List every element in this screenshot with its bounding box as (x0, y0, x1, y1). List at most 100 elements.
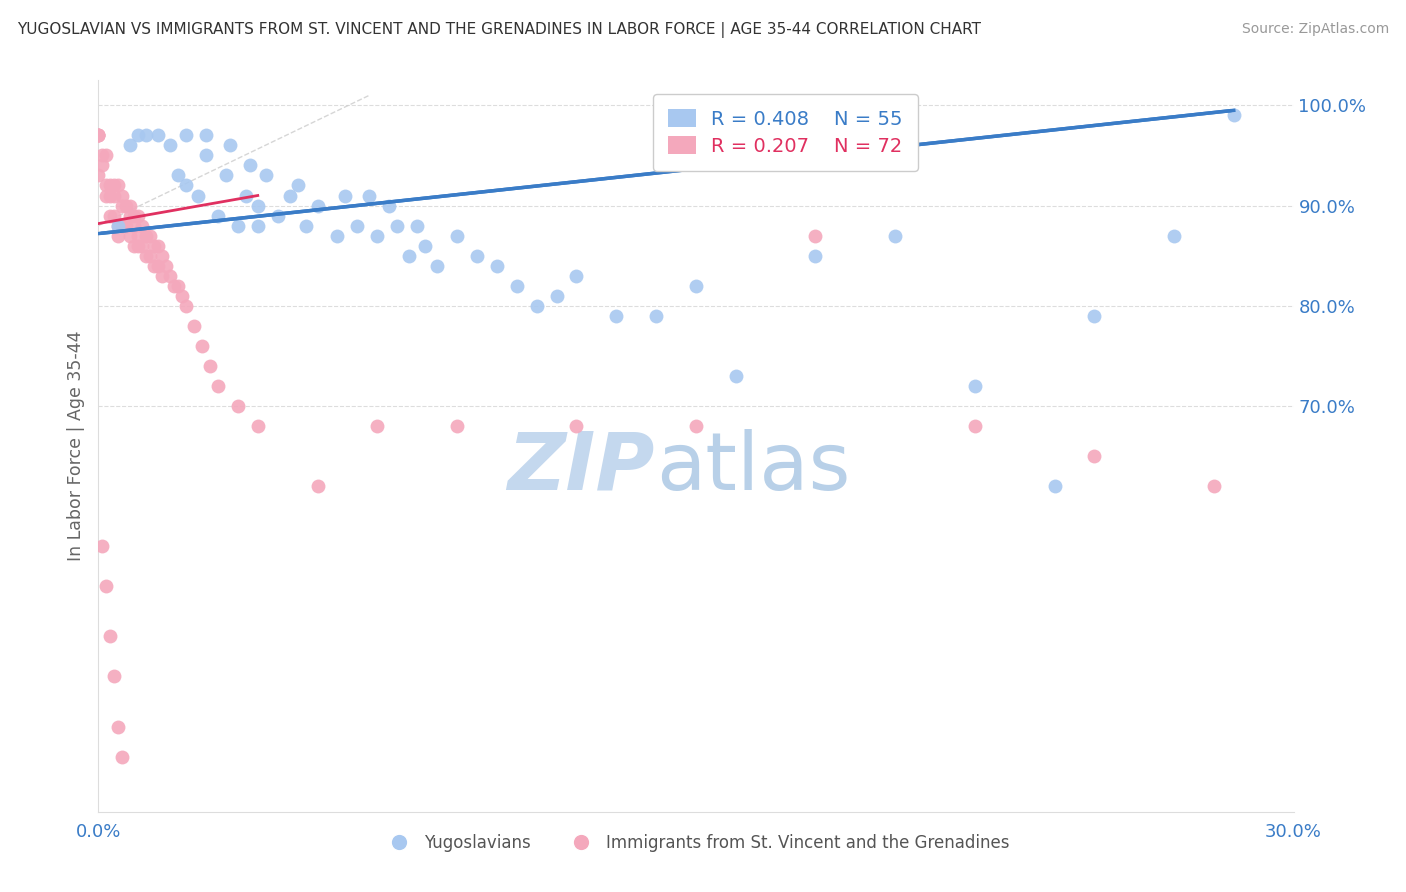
Point (155, 259, 177, 273)
Point (143, 238, 166, 252)
Point (235, 188, 257, 202)
Point (1043, 479, 1066, 493)
Point (446, 228, 468, 243)
Point (103, 669, 125, 683)
Point (120, 209, 142, 223)
Point (135, 249, 157, 263)
Point (107, 219, 129, 233)
Point (91, 539, 114, 553)
Point (111, 219, 134, 233)
Point (148, 128, 170, 143)
Point (120, 198, 142, 212)
Point (1163, 228, 1185, 243)
Point (426, 259, 449, 273)
Point (127, 209, 149, 223)
Y-axis label: In Labor Force | Age 35-44: In Labor Force | Age 35-44 (66, 331, 84, 561)
Point (174, 299, 197, 313)
Point (207, 209, 229, 223)
Point (159, 138, 181, 153)
Point (804, 249, 827, 263)
Point (1202, 479, 1225, 493)
Point (124, 238, 146, 252)
Point (239, 158, 262, 172)
Point (195, 128, 218, 143)
Point (87, 169, 110, 183)
Point (406, 219, 429, 233)
Point (187, 188, 209, 202)
Point (804, 228, 827, 243)
Point (103, 188, 125, 202)
Point (307, 479, 329, 493)
Point (87, 128, 110, 143)
Point (115, 219, 138, 233)
Point (115, 198, 138, 212)
Text: atlas: atlas (657, 429, 851, 507)
Point (685, 419, 707, 434)
Point (385, 219, 409, 233)
Point (198, 359, 221, 373)
Point (546, 289, 568, 303)
Point (98, 629, 122, 643)
Point (287, 178, 309, 193)
Point (174, 178, 197, 193)
Point (326, 228, 349, 243)
Point (963, 379, 986, 393)
Point (163, 278, 186, 293)
Point (215, 169, 238, 183)
Point (98, 188, 122, 202)
Point (167, 169, 190, 183)
Point (359, 188, 381, 202)
Point (565, 268, 588, 283)
Text: ZIP: ZIP (506, 429, 654, 507)
Point (465, 249, 488, 263)
Text: YUGOSLAVIAN VS IMMIGRANTS FROM ST. VINCENT AND THE GRENADINES IN LABOR FORCE | A: YUGOSLAVIAN VS IMMIGRANTS FROM ST. VINCE… (17, 22, 981, 38)
Point (150, 268, 173, 283)
Point (111, 188, 134, 202)
Point (103, 209, 125, 223)
Point (87, 128, 110, 143)
Point (884, 228, 907, 243)
Point (565, 419, 588, 434)
Point (366, 419, 388, 434)
Point (96, 188, 118, 202)
Point (1083, 309, 1105, 323)
Point (98, 178, 122, 193)
Point (254, 169, 277, 183)
Point (207, 379, 229, 393)
Legend: Yugoslavians, Immigrants from St. Vincent and the Grenadines: Yugoslavians, Immigrants from St. Vincen… (375, 827, 1017, 858)
Point (963, 419, 986, 434)
Point (96, 148, 118, 162)
Point (294, 219, 316, 233)
Point (139, 249, 162, 263)
Point (1223, 108, 1246, 122)
Point (139, 228, 162, 243)
Point (159, 268, 181, 283)
Point (107, 228, 129, 243)
Point (378, 198, 401, 212)
Point (111, 198, 134, 212)
Point (226, 399, 249, 413)
Point (226, 219, 249, 233)
Point (111, 749, 134, 764)
Point (96, 579, 118, 593)
Point (96, 178, 118, 193)
Point (148, 238, 170, 252)
Point (267, 209, 290, 223)
Point (143, 259, 166, 273)
Point (107, 178, 129, 193)
Point (446, 419, 468, 434)
Point (346, 219, 368, 233)
Point (167, 278, 190, 293)
Point (174, 128, 197, 143)
Point (148, 259, 170, 273)
Point (307, 198, 329, 212)
Point (91, 148, 114, 162)
Point (131, 238, 153, 252)
Point (127, 228, 149, 243)
Point (246, 219, 269, 233)
Point (127, 238, 149, 252)
Point (183, 318, 205, 333)
Point (172, 289, 194, 303)
Point (87, 128, 110, 143)
Point (485, 259, 508, 273)
